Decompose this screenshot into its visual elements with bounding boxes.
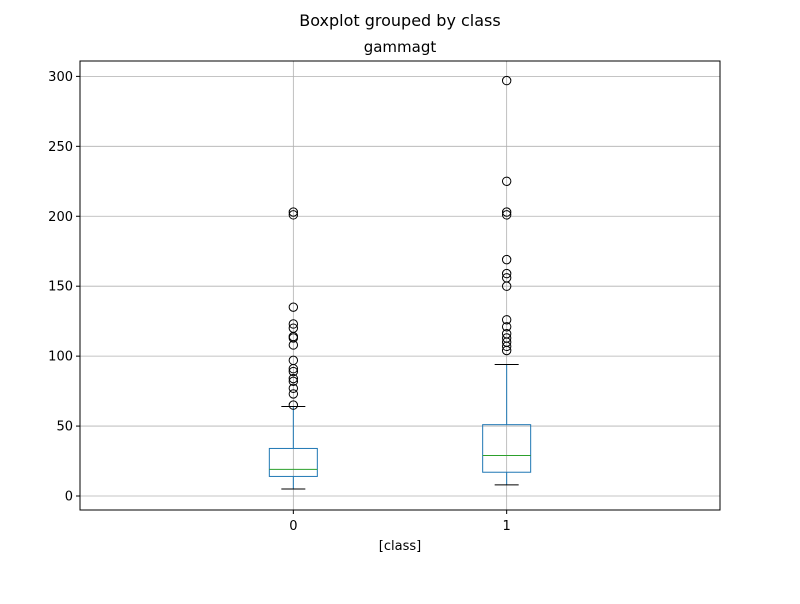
outlier-point <box>501 254 512 265</box>
y-tick-label: 100 <box>48 350 73 365</box>
outlier-point <box>288 376 299 387</box>
outlier-point <box>501 273 512 283</box>
outlier-point <box>288 319 299 329</box>
chart-subtitle: gammagt <box>364 38 437 56</box>
outlier-point <box>501 176 512 186</box>
box-group-1 <box>482 75 532 486</box>
outlier-point <box>288 355 299 366</box>
y-tick-label: 150 <box>48 280 73 295</box>
y-tick-label: 0 <box>65 490 73 505</box>
boxes <box>268 75 532 490</box>
outlier-point <box>501 75 512 86</box>
iqr-box <box>268 447 318 477</box>
iqr-box <box>482 424 532 473</box>
outlier-point <box>288 383 299 394</box>
outlier-point <box>501 333 512 343</box>
outlier-point <box>288 323 299 333</box>
chart-title: Boxplot grouped by class <box>299 11 500 30</box>
outlier-point <box>501 329 512 339</box>
outlier-point <box>501 210 512 220</box>
outlier-point <box>288 210 299 220</box>
y-tick-label: 300 <box>48 70 73 85</box>
outlier-point <box>288 400 299 410</box>
outlier-point <box>501 322 512 332</box>
x-tick-label: 0 <box>289 519 297 534</box>
outlier-point <box>288 207 299 217</box>
outlier-point <box>288 302 299 312</box>
x-tick-label: 1 <box>503 519 511 534</box>
x-axis-label: [class] <box>379 539 421 554</box>
outlier-point <box>501 315 512 325</box>
axis-ticks: 0 50 100 150 200 250 300 0 1 <box>48 70 511 534</box>
outlier-point <box>288 373 299 384</box>
outlier-point <box>501 268 512 279</box>
y-tick-label: 200 <box>48 210 73 225</box>
outlier-point <box>288 366 299 377</box>
grid-lines <box>80 61 720 510</box>
plot-frame <box>79 60 721 511</box>
outlier-point <box>288 389 299 399</box>
y-tick-label: 250 <box>48 140 73 155</box>
outlier-point <box>501 207 512 217</box>
y-tick-label: 50 <box>56 420 73 435</box>
box-group-0 <box>268 207 318 490</box>
